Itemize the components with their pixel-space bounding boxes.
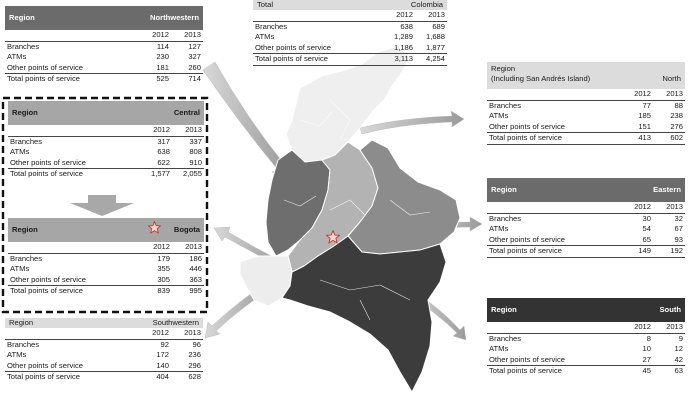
- table-row: Other points of service 140 296: [7, 360, 201, 370]
- table-row: Other points of service 151 276: [489, 121, 683, 131]
- arrow-north: [359, 110, 465, 135]
- table-row: ATMs 54 67: [489, 224, 683, 234]
- panel-northwestern: Region Northwestern 2012 2013 Branches 114…: [5, 6, 203, 85]
- table-row: Branches 114 127: [7, 41, 201, 51]
- total-label: Total: [257, 0, 274, 10]
- table-row: ATMs 185 238: [489, 111, 683, 121]
- table-row: Branches 179 186: [10, 253, 202, 263]
- panel-total-header: Total Colombia: [253, 0, 447, 10]
- year-2013: 2013: [415, 10, 447, 22]
- table-total: 2012 2013 Branches 638 689 ATMs 1,289 1,688 …: [253, 10, 447, 66]
- highlight-frame: [1, 96, 209, 314]
- map-regions: [239, 45, 461, 393]
- table-row: Other points of service 1,186 1,877: [255, 42, 445, 52]
- table-bogota: 2012 2013 Branches 179 186 ATMs 355 446 Other…: [8, 242, 204, 297]
- table-row: Branches 638 689: [255, 21, 445, 31]
- table-row: Total points of service 413 602: [487, 132, 685, 145]
- total-name: Colombia: [410, 0, 443, 10]
- panel-south-header: Region South: [487, 298, 685, 322]
- panel-north-header: Region (Including San Andrés Island) Nor…: [487, 62, 685, 89]
- table-row: Branches 30 32: [489, 213, 683, 223]
- table-row: Branches 317 337: [10, 136, 202, 146]
- table-row: Other points of service 622 910: [10, 157, 202, 167]
- table-row: ATMs 172 236: [7, 350, 201, 360]
- table-row: Total points of service 404 628: [5, 371, 203, 383]
- table-row: ATMs 638 808: [10, 147, 202, 157]
- panel-central: Region Central 2012 2013 Branches 317 337 A…: [8, 101, 204, 180]
- table-eastern: 2012 2013 Branches 30 32 ATMs 54 67 Other poi…: [487, 202, 685, 258]
- table-central: 2012 2013 Branches 317 337 ATMs 638 808 Other…: [8, 125, 204, 180]
- panel-northwestern-header: Region Northwestern: [5, 6, 203, 30]
- arrow-central-to-bogota: [70, 195, 134, 216]
- bogota-star-icon: [148, 221, 161, 234]
- panel-eastern: Region Eastern 2012 2013 Branches 30 32 ATM…: [487, 178, 685, 258]
- panel-central-header: Region Central: [8, 101, 204, 125]
- panel-north: Region (Including San Andrés Island) Nor…: [487, 62, 685, 145]
- table-south: 2012 2013 Branches 8 9 ATMs 10 12 Other point…: [487, 322, 685, 377]
- panel-southwestern-header: Region Southwestern: [5, 318, 203, 328]
- table-row: ATMs 10 12: [489, 344, 683, 354]
- table-row: Other points of service 181 260: [7, 62, 201, 72]
- table-row: Other points of service 305 363: [10, 274, 202, 284]
- table-row: Total points of service 839 995: [8, 285, 204, 297]
- table-row: Total points of service 525 714: [5, 73, 203, 85]
- table-row: ATMs 230 327: [7, 52, 201, 62]
- panel-bogota-header: Region Bogota: [8, 218, 204, 242]
- table-row: ATMs 355 446: [10, 264, 202, 274]
- table-row: Other points of service 65 93: [489, 234, 683, 244]
- table-row: Branches 8 9: [489, 333, 683, 343]
- table-row: ATMs 1,289 1,688: [255, 32, 445, 42]
- table-row: Total points of service 45 63: [487, 365, 685, 377]
- table-row: Total points of service 149 192: [487, 245, 685, 258]
- table-north: 2012 2013 Branches 77 88 ATMs 185 238 Other p…: [487, 89, 685, 145]
- panel-south: Region South 2012 2013 Branches 8 9 ATMs 10 1…: [487, 298, 685, 377]
- panel-eastern-header: Region Eastern: [487, 178, 685, 202]
- panel-bogota: Region Bogota 2012 2013 Branches 179 186 AT…: [8, 218, 204, 297]
- table-row: Branches 92 96: [7, 339, 201, 349]
- panel-total: Total Colombia 2012 2013 Branches 638 689 …: [253, 0, 447, 66]
- table-row: Branches 77 88: [489, 100, 683, 110]
- table-southwestern: 2012 2013 Branches 92 96 ATMs 172 236 Other p…: [5, 328, 203, 383]
- table-northwestern: 2012 2013 Branches 114 127 ATMs 230 327 Other…: [5, 30, 203, 85]
- panel-southwestern: Region Southwestern 2012 2013 Branches 92 9…: [5, 318, 203, 383]
- table-row: Total points of service 1,577 2,055: [8, 168, 204, 180]
- department-borders: [283, 99, 431, 321]
- region-shape-south: [281, 235, 447, 393]
- arrow-northwestern: [202, 61, 291, 179]
- bogota-map-star-icon: [326, 230, 340, 244]
- table-row: Other points of service 27 42: [489, 354, 683, 364]
- table-row: Total points of service 3,113 4,254: [253, 53, 447, 66]
- year-2012: 2012: [383, 10, 415, 22]
